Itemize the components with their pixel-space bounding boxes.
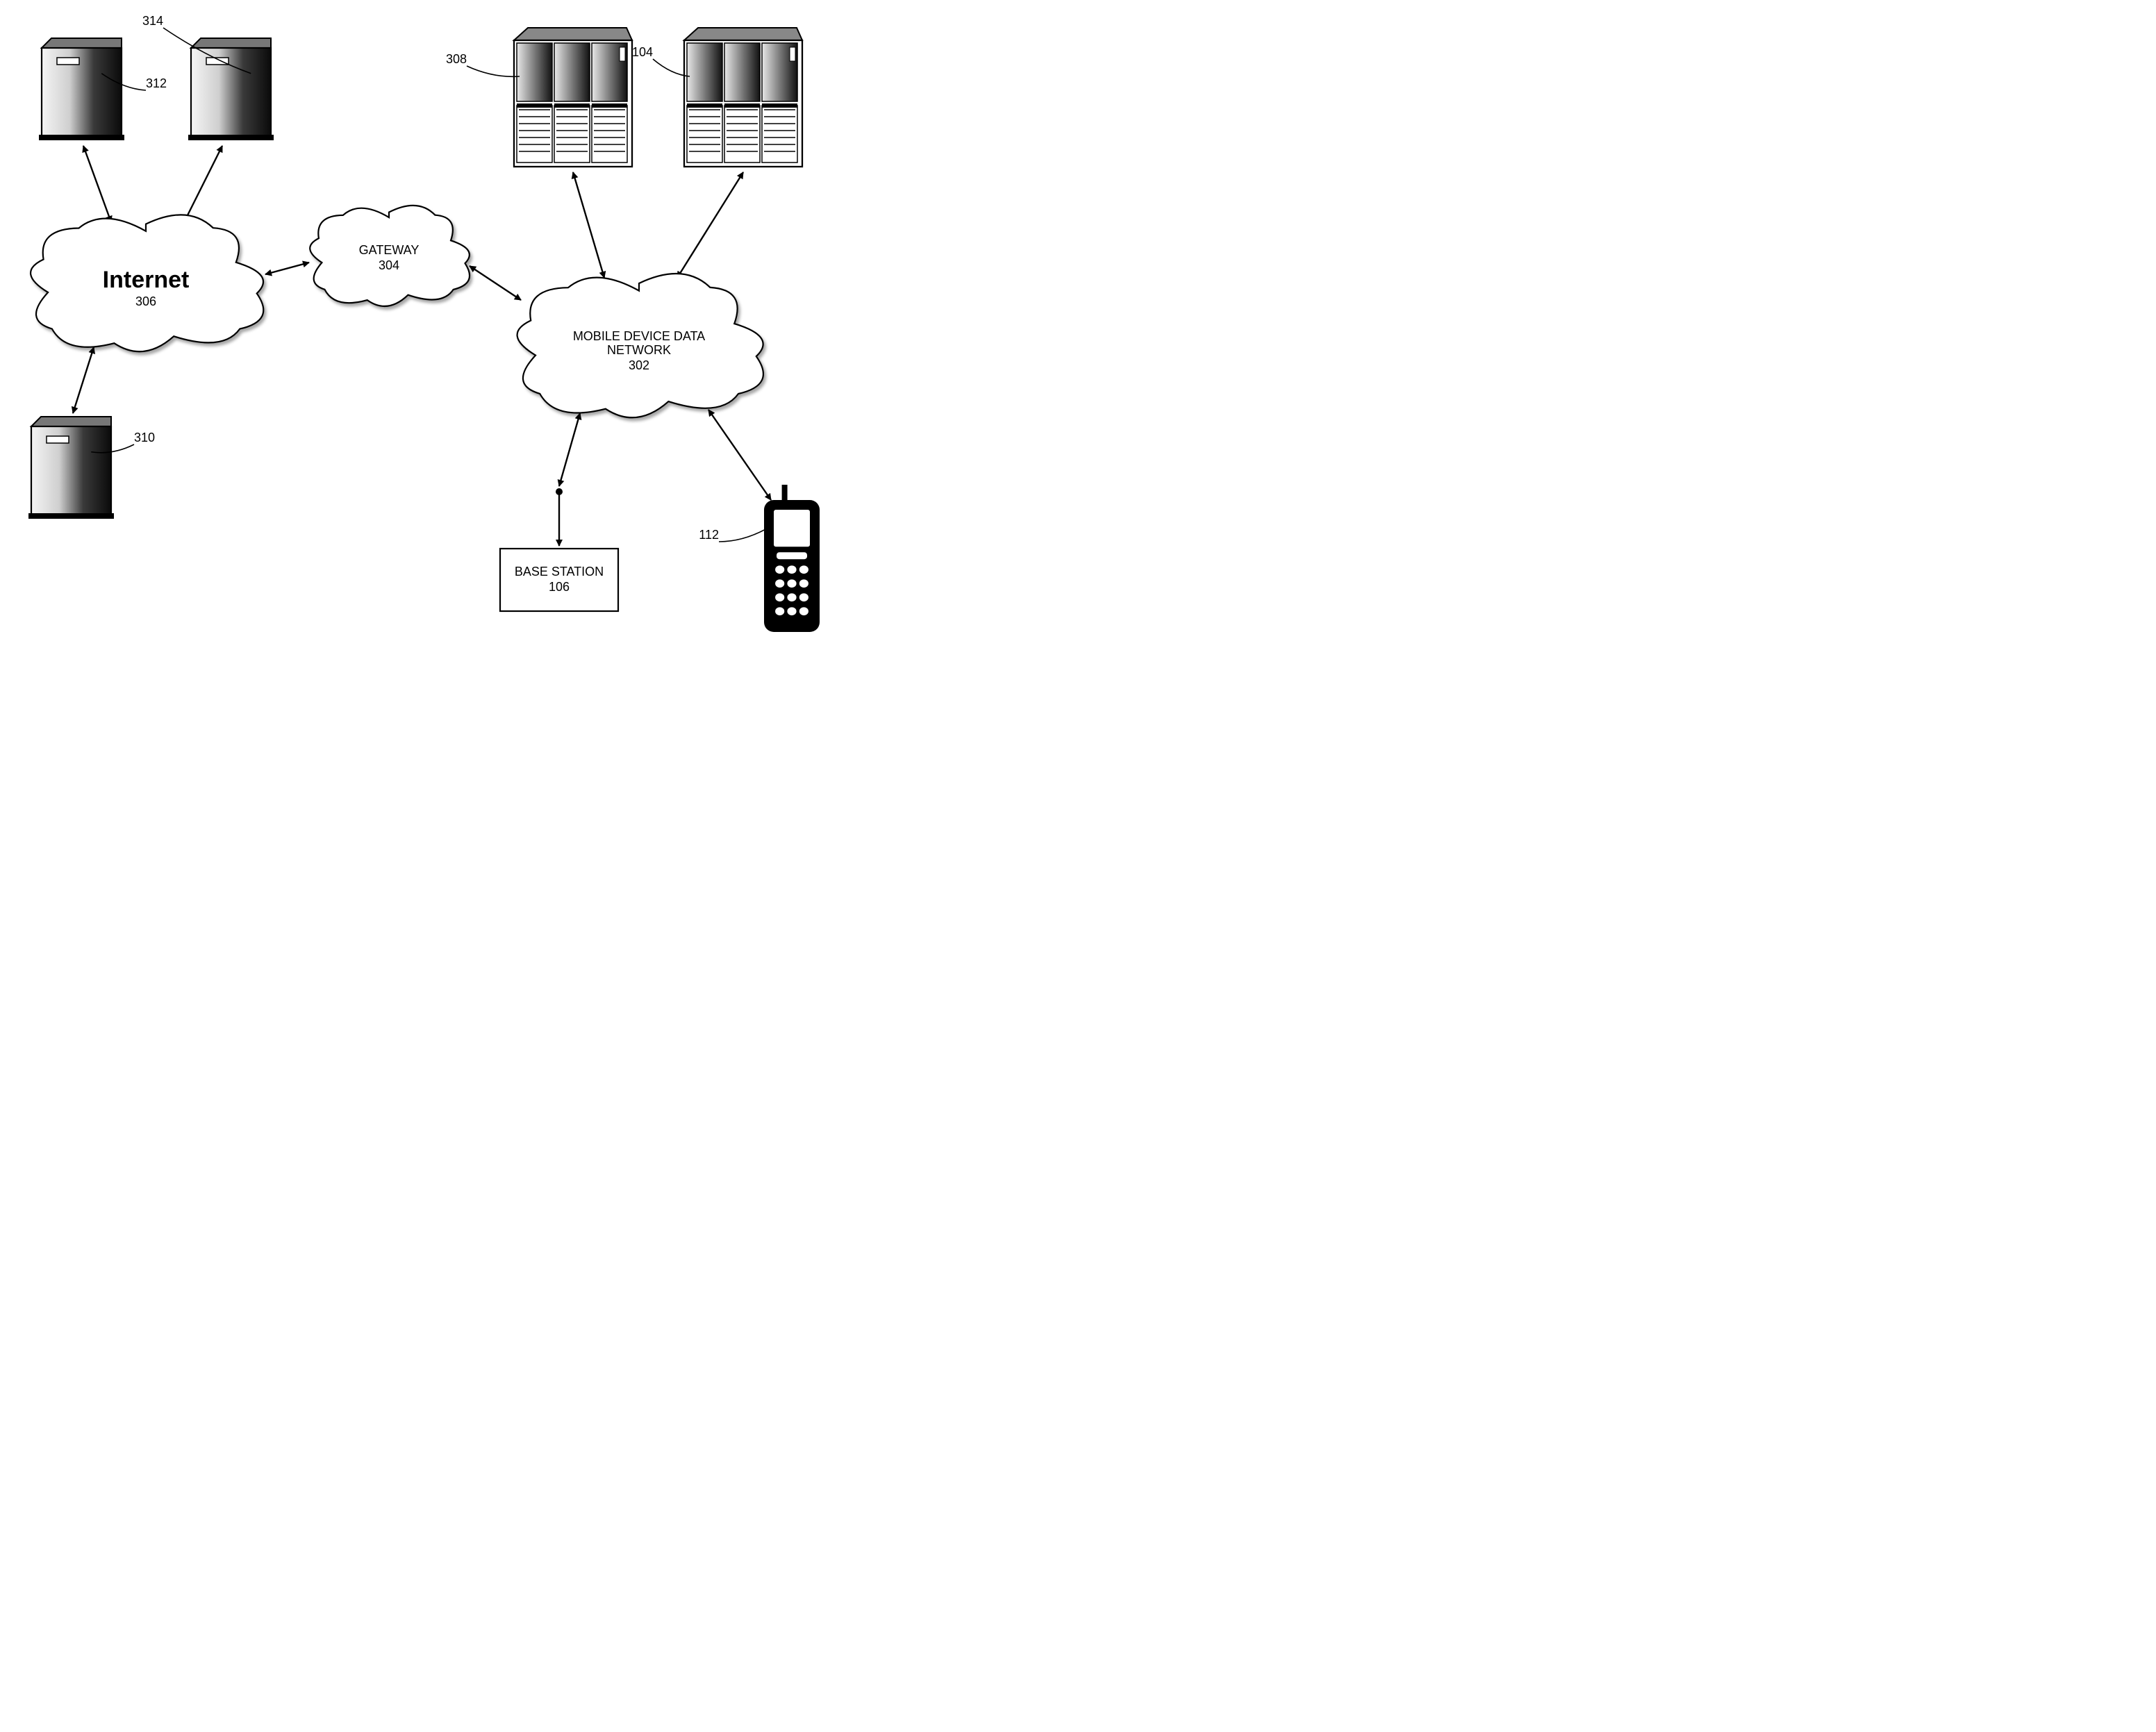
ref-308 — [467, 66, 520, 76]
ref-112-text: 112 — [699, 528, 719, 542]
connector — [265, 263, 309, 274]
connector — [83, 146, 111, 222]
connector — [470, 266, 521, 300]
connector — [677, 172, 743, 278]
connector — [73, 347, 94, 413]
connector — [708, 410, 771, 500]
ref-314-text: 314 — [142, 14, 163, 28]
server-314 — [188, 38, 274, 140]
ref-104-text: 104 — [632, 45, 653, 59]
rack-308 — [514, 28, 632, 167]
ref-310-text: 310 — [134, 431, 155, 444]
base-station-title: BASE STATION — [515, 565, 604, 578]
ref-312-text: 312 — [146, 76, 167, 90]
rack-104 — [684, 28, 802, 167]
internet-title: Internet — [103, 267, 190, 293]
mdn-title-2: NETWORK — [607, 343, 671, 357]
server-312 — [39, 38, 124, 140]
mdn-ref: 302 — [629, 358, 649, 372]
server-310 — [28, 417, 114, 519]
gateway-title: GATEWAY — [359, 243, 420, 257]
ref-308-text: 308 — [446, 52, 467, 66]
ref-112 — [719, 528, 768, 542]
gateway-ref: 304 — [379, 258, 399, 272]
mobile-phone — [764, 485, 820, 632]
base-station-ref: 106 — [549, 580, 570, 594]
connector — [184, 146, 222, 222]
mdn-title-1: MOBILE DEVICE DATA — [573, 329, 705, 343]
internet-ref: 306 — [135, 294, 156, 308]
junction-dot — [556, 488, 563, 495]
connector — [573, 172, 604, 278]
connector — [559, 413, 580, 486]
